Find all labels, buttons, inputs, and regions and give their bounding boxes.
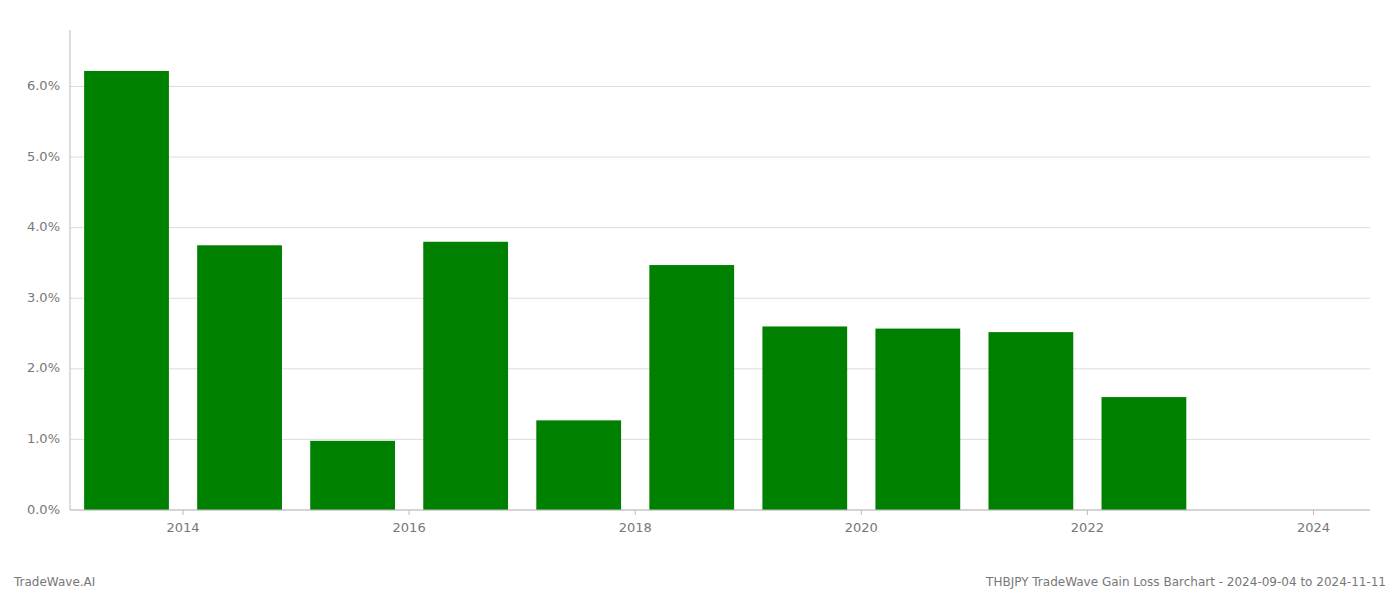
title: THBJPY TradeWave Gain Loss Barchart - 20… [985,575,1386,589]
bar [988,332,1073,510]
bar [1102,397,1187,510]
y-axis-line [70,30,71,510]
x-tick [635,510,636,515]
y-tick-label: 1.0% [27,431,60,446]
y-tick-label: 3.0% [27,290,60,305]
x-tick-label: 2018 [619,520,652,535]
x-tick-label: 2024 [1297,520,1330,535]
chart-svg: 0.0% 1.0% 2.0% 3.0% 4.0% 5.0% 6.0% 2014 2016 2018… [0,0,1400,600]
y-tick-label: 6.0% [27,78,60,93]
watermark: TradeWave.AI [13,575,95,589]
bar [197,245,282,510]
x-tick-label: 2020 [845,520,878,535]
y-grid [70,86,1370,510]
grid-line [70,157,1370,158]
y-tick-label: 0.0% [27,502,60,517]
bar [875,329,960,510]
x-axis-line [70,510,1370,511]
grid-line [70,86,1370,87]
bar [762,326,847,510]
chart-container: 0.0% 1.0% 2.0% 3.0% 4.0% 5.0% 6.0% 2014 2016 2018… [0,0,1400,600]
x-ticks: 2014 2016 2018 2020 2022 2024 [166,510,1330,535]
grid-line [70,510,1370,511]
x-tick [861,510,862,515]
x-tick [1313,510,1314,515]
bar [84,71,169,510]
x-tick [409,510,410,515]
grid-line [70,227,1370,228]
x-tick [1087,510,1088,515]
y-tick-labels: 0.0% 1.0% 2.0% 3.0% 4.0% 5.0% 6.0% [27,78,60,517]
bar [536,420,621,510]
y-tick-label: 2.0% [27,360,60,375]
bar [649,265,734,510]
bar [423,242,508,510]
bar [310,441,395,510]
y-tick-label: 5.0% [27,149,60,164]
x-tick-label: 2014 [166,520,199,535]
y-tick-label: 4.0% [27,219,60,234]
bars [84,71,1186,510]
x-tick [183,510,184,515]
x-tick-label: 2016 [393,520,426,535]
x-tick-label: 2022 [1071,520,1104,535]
